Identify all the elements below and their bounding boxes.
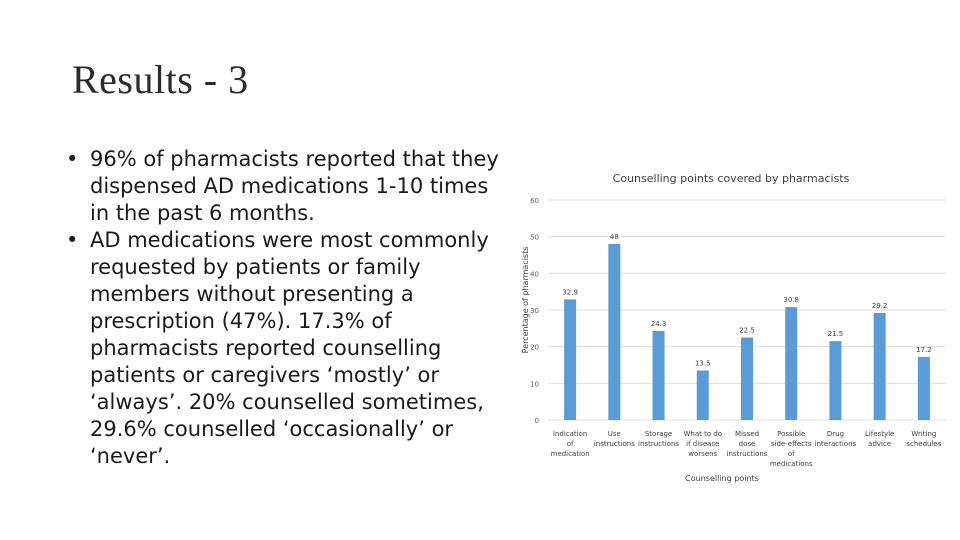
bar	[829, 341, 842, 420]
bar	[652, 330, 665, 420]
y-tick-label: 30	[530, 307, 539, 315]
bar	[785, 307, 798, 420]
y-tick-label: 60	[530, 197, 539, 205]
data-label: 17.2	[916, 346, 932, 354]
data-label: 29.2	[872, 302, 888, 310]
data-label: 48	[610, 233, 619, 241]
bullet-dot: •	[66, 228, 79, 252]
bar-chart: Counselling points covered by pharmacist…	[521, 172, 946, 483]
data-label: 21.5	[828, 330, 844, 338]
x-tick-label: Missed dose instructions	[727, 430, 768, 458]
x-tick-label: Possible side-effects of medications	[770, 430, 813, 468]
slide-title: Results - 3	[72, 57, 249, 102]
bullet-list: • 96% of pharmacists reported that they d…	[58, 146, 508, 470]
bars	[564, 244, 930, 420]
bullet-item: • AD medications were most commonly reque…	[58, 227, 508, 470]
y-axis-label: Percentage of pharmacists	[521, 247, 530, 354]
bar	[741, 337, 753, 420]
chart-title: Counselling points covered by pharmacist…	[613, 172, 850, 185]
x-tick-label: Storage instructions	[638, 430, 679, 448]
data-label: 13.5	[695, 360, 711, 368]
bullet-text: 96% of pharmacists reported that they di…	[90, 147, 499, 225]
data-label: 24.3	[651, 320, 667, 328]
y-tick-label: 50	[530, 234, 539, 242]
bullet-dot: •	[66, 147, 79, 171]
x-tick-label: What to do if disease worsens	[683, 430, 722, 458]
y-tick-label: 0	[535, 417, 539, 425]
data-label: 32.9	[562, 288, 578, 296]
data-label: 30.8	[783, 296, 799, 304]
x-tick-label: Writing schedules	[906, 430, 941, 448]
x-tick-label: Indication of medication	[551, 430, 590, 458]
y-tick-labels: 0 10 20 30 40 50 60	[530, 197, 539, 425]
y-tick-label: 20	[530, 344, 539, 352]
bar	[564, 299, 577, 420]
bar	[608, 244, 621, 420]
bullet-item: • 96% of pharmacists reported that they d…	[58, 146, 508, 227]
x-tick-label: Use instructions	[594, 430, 635, 448]
y-tick-label: 40	[530, 270, 539, 278]
x-tick-label: Lifestyle advice	[865, 430, 894, 448]
bar	[696, 370, 709, 420]
bullet-text: AD medications were most commonly reques…	[90, 228, 489, 468]
data-label: 22.5	[739, 327, 755, 335]
y-tick-label: 10	[530, 380, 539, 388]
x-axis-label: Counselling points	[685, 474, 759, 483]
bar	[917, 356, 930, 420]
data-labels: 32.9 48 24.3 13.5 22.5 30.8 21.5 29.2 17.2	[562, 233, 931, 368]
x-tick-label: Drug interactions	[815, 430, 857, 448]
bar	[873, 312, 886, 420]
